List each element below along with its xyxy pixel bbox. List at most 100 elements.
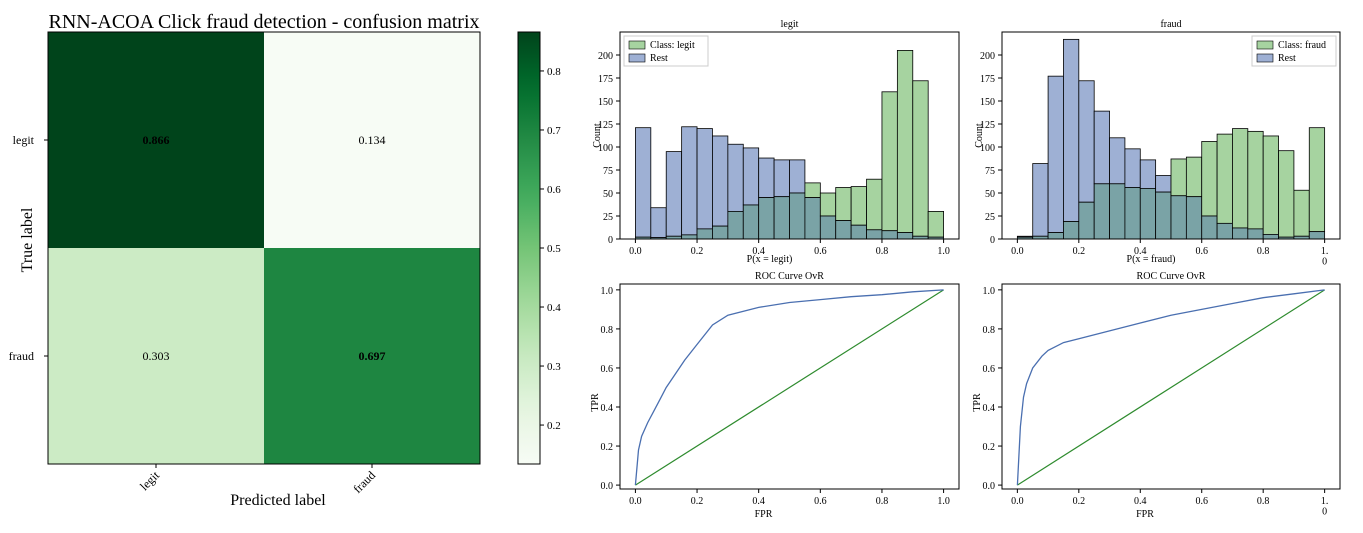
- hist-legit-bar: [681, 234, 698, 240]
- hist-fraud-frame: [1001, 31, 1341, 240]
- hist-fraud-legend-label: Class: fraud: [1278, 40, 1326, 51]
- colorbar-tick-label: 0.6: [547, 184, 561, 196]
- hist-fraud-bar: [1047, 232, 1064, 240]
- hist-fraud-bar: [1216, 133, 1233, 224]
- roc-legit-x-tick-label: 0.4: [752, 496, 765, 507]
- roc-fraud-x-tick-label: 0.4: [1134, 496, 1147, 507]
- roc-fraud-y-tick-label: 0.2: [983, 442, 996, 453]
- hist-fraud-x-tick-label: 0.4: [1134, 246, 1147, 257]
- hist-fraud-y-tick-label: 75: [985, 166, 995, 177]
- hist-fraud-bar: [1185, 156, 1203, 198]
- hist-fraud-y-axis-label: Count: [974, 123, 985, 148]
- hist-legit-y-axis-label: Count: [592, 123, 603, 148]
- hist-fraud-bar: [1109, 137, 1126, 185]
- hist-legit-bar: [650, 207, 667, 239]
- hist-legit-y-tick-label: 25: [603, 212, 613, 223]
- cm-x-tick-label: legit: [137, 468, 162, 493]
- hist-legit-y-tick-label: 175: [598, 74, 613, 85]
- roc-fraud-title: ROC Curve OvR: [1137, 271, 1206, 282]
- hist-legit-y-tick-label: 100: [598, 143, 613, 154]
- hist-legit-bar: [681, 126, 698, 236]
- hist-legit-bar: [804, 197, 821, 240]
- hist-legit-bar: [866, 178, 883, 231]
- roc-legit-frame: [619, 283, 960, 490]
- hist-legit-x-tick-label: 0.8: [876, 246, 889, 257]
- hist-fraud-y-tick-label: 100: [980, 143, 995, 154]
- hist-legit-y-tick-label: 75: [603, 166, 613, 177]
- hist-legit-bar: [850, 186, 867, 226]
- hist-fraud-bar: [1124, 148, 1141, 188]
- hist-legit-y-tick-label: 0: [608, 235, 613, 246]
- hist-legit-bar: [696, 228, 713, 240]
- hist-legit-legend-label: Rest: [650, 53, 668, 64]
- hist-fraud-bar: [1247, 228, 1264, 240]
- hist-fraud-y-tick-label: 150: [980, 97, 995, 108]
- hist-fraud-bar: [1155, 175, 1172, 193]
- hist-fraud-bar: [1185, 196, 1203, 240]
- hist-fraud-bar: [1232, 128, 1249, 229]
- hist-legit-bar: [881, 91, 898, 232]
- cm-y-axis-label: True label: [19, 207, 36, 272]
- colorbar-tick-label: 0.7: [547, 125, 561, 137]
- hist-fraud-bar: [1170, 158, 1187, 197]
- hist-fraud-bar: [1170, 195, 1187, 240]
- hist-fraud-bar: [1032, 163, 1049, 237]
- roc-legit-x-tick-label: 0.0: [629, 496, 642, 507]
- roc-legit-y-tick-label: 1.0: [601, 286, 614, 297]
- roc-legit-y-axis-label: TPR: [590, 393, 601, 412]
- hist-legit-legend-swatch: [628, 40, 646, 50]
- confusion-matrix-title: RNN-ACOA Click fraud detection - confusi…: [48, 11, 479, 33]
- roc-fraud-y-tick-label: 1.0: [983, 286, 996, 297]
- roc-legit-roc-line: [634, 289, 944, 486]
- hist-fraud-legend-label: Rest: [1278, 53, 1296, 64]
- roc-fraud-x-tick-label: 0.0: [1011, 496, 1024, 507]
- hist-legit-bar: [835, 187, 852, 221]
- hist-fraud-bar: [1201, 215, 1218, 240]
- roc-legit-y-tick-label: 0.4: [601, 403, 614, 414]
- roc-legit-diagonal-line: [635, 289, 944, 486]
- hist-fraud-y-tick-label: 0: [990, 235, 995, 246]
- confusion-matrix: RNN-ACOA Click fraud detection - confusi…: [9, 11, 562, 509]
- hist-fraud-bar: [1109, 183, 1126, 240]
- hist-legit-bar: [758, 197, 775, 240]
- colorbar-tick-label: 0.8: [547, 66, 561, 78]
- hist-fraud-bar: [1063, 221, 1080, 240]
- colorbar-tick-label: 0.2: [547, 420, 561, 432]
- hist-fraud-bar: [1047, 75, 1064, 233]
- hist-legit-bar: [912, 80, 929, 237]
- hist-fraud-legend-swatch: [1256, 40, 1274, 50]
- hist-legit-title: legit: [781, 19, 799, 30]
- cm-y-tick-label: fraud: [9, 349, 34, 363]
- roc-fraud-x-tick-label: 1. 0: [1321, 496, 1329, 518]
- roc-legit: ROC Curve OvR 0.0 0.2 0.4 0.6 0.8 1.0 0.0 0.2 0.4…: [590, 271, 960, 520]
- cm-cell: [264, 32, 480, 248]
- roc-fraud-y-axis-label: TPR: [972, 393, 983, 412]
- hist-legit-bar: [727, 143, 744, 212]
- hist-fraud-title: fraud: [1160, 19, 1181, 30]
- hist-legit-y-tick-label: 50: [603, 189, 613, 200]
- hist-legit-x-tick-label: 0.4: [752, 246, 765, 257]
- hist-fraud-y-tick-label: 25: [985, 212, 995, 223]
- roc-fraud-y-tick-label: 0.4: [983, 403, 996, 414]
- hist-fraud-bar: [1078, 80, 1095, 203]
- cm-frame: [47, 31, 481, 465]
- hist-legit-x-axis-label: P(x = legit): [747, 254, 793, 265]
- hist-fraud-x-tick-label: 0.8: [1257, 246, 1270, 257]
- hist-legit-bar: [635, 127, 652, 238]
- hist-fraud-x-axis-label: P(x = fraud): [1127, 254, 1176, 265]
- hist-fraud-bar: [1216, 222, 1233, 240]
- hist-legit-bar: [742, 204, 760, 240]
- hist-fraud-bar: [1063, 38, 1080, 222]
- colorbar-tick-label: 0.4: [547, 302, 561, 314]
- hist-legit-bar: [927, 210, 944, 238]
- roc-fraud-roc-line: [1016, 289, 1325, 486]
- hist-fraud-bar: [1247, 130, 1264, 230]
- hist-legit-bar: [773, 159, 790, 198]
- cm-cell: [264, 248, 480, 464]
- hist-legit-bar: [712, 225, 729, 240]
- roc-legit-y-tick-label: 0.6: [601, 364, 614, 375]
- roc-fraud-x-tick-label: 0.6: [1195, 496, 1208, 507]
- roc-legit-y-tick-label: 0.8: [601, 325, 614, 336]
- roc-legit-y-tick-label: 0.2: [601, 442, 614, 453]
- hist-fraud-bar: [1262, 233, 1279, 240]
